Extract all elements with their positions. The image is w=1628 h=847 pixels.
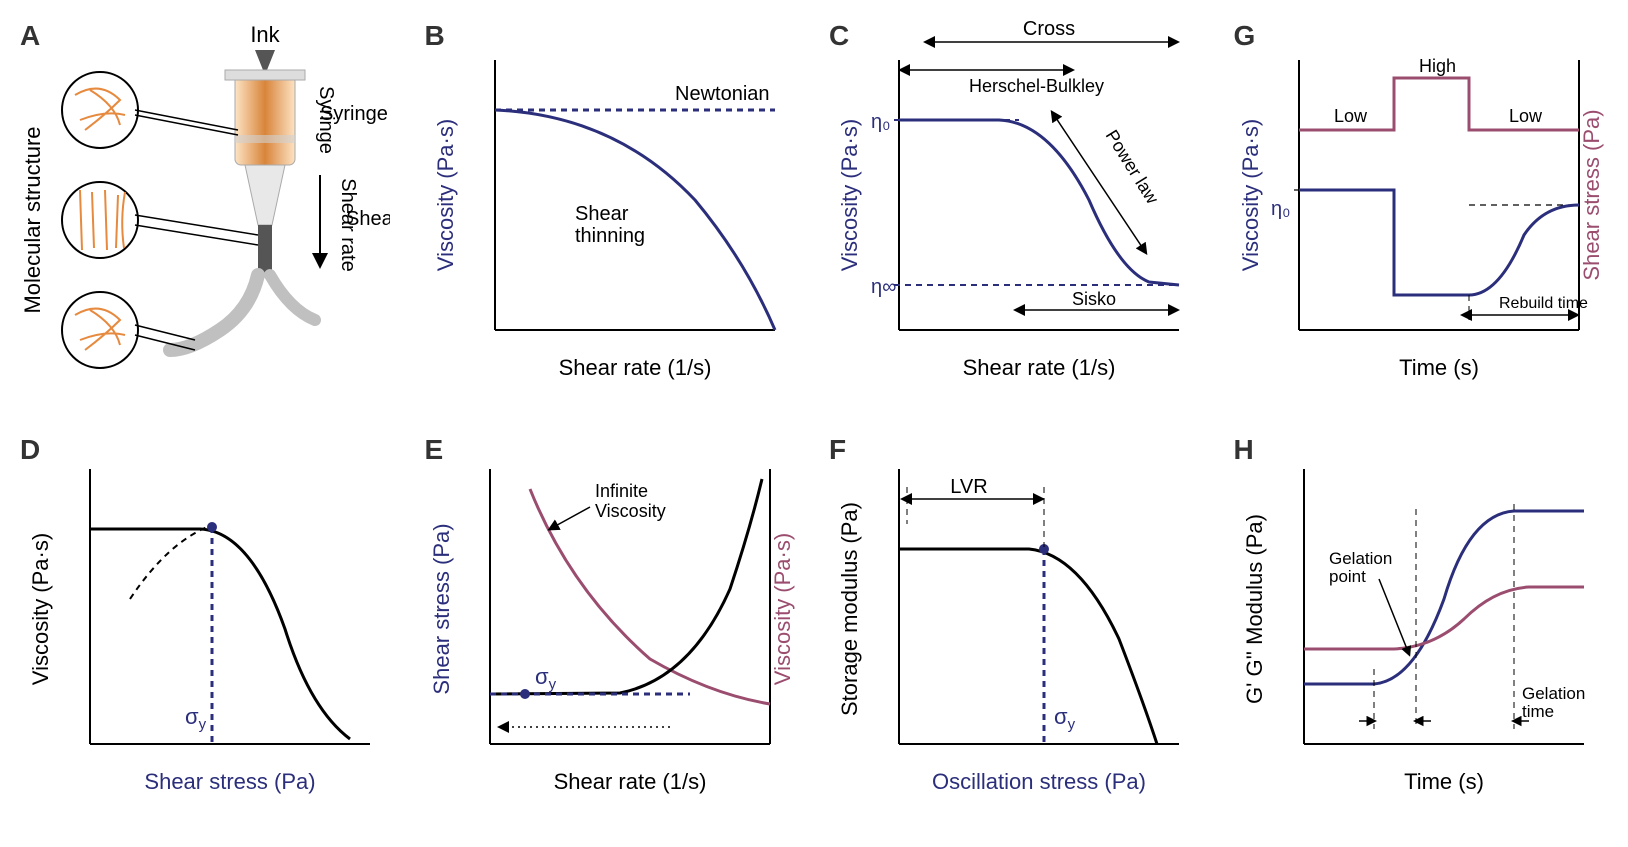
panel-d-svg: σy Viscosity (Pa·s) Shear stress (Pa) bbox=[20, 434, 390, 824]
panel-a-svg: Ink Shear rate Shear rate Syringe Syring… bbox=[20, 20, 390, 410]
ink-label: Ink bbox=[250, 22, 280, 47]
panel-c-xlabel: Shear rate (1/s) bbox=[963, 355, 1116, 380]
panel-label-f: F bbox=[829, 434, 846, 466]
inf-visc-label: InfiniteViscosity bbox=[595, 481, 666, 521]
sigma-f: σy bbox=[1054, 704, 1076, 733]
eta0-g: η₀ bbox=[1271, 198, 1290, 220]
geltime-label: Gelationtime bbox=[1522, 684, 1585, 721]
panel-e-ylabel-l: Shear stress (Pa) bbox=[429, 523, 454, 694]
lvr-label: LVR bbox=[950, 476, 987, 498]
panel-g-xlabel: Time (s) bbox=[1399, 355, 1479, 380]
cross-label: Cross bbox=[1023, 20, 1075, 40]
low-label-2: Low bbox=[1509, 106, 1543, 126]
panel-h-ylabel: G' G'' Modulus (Pa) bbox=[1242, 514, 1267, 704]
gelpoint-label: Gelationpoint bbox=[1329, 549, 1392, 586]
panel-f: F LVR σy Storage modulus (Pa) O bbox=[829, 434, 1204, 828]
figure-grid: A Ink bbox=[20, 20, 1608, 827]
panel-b-xlabel: Shear rate (1/s) bbox=[558, 355, 711, 380]
panel-g-ylabel-l: Viscosity (Pa·s) bbox=[1238, 119, 1263, 271]
panel-d-xlabel: Shear stress (Pa) bbox=[144, 769, 315, 794]
panel-a: A Ink bbox=[20, 20, 395, 414]
high-label: High bbox=[1419, 56, 1456, 76]
rebuild-label: Rebuild time bbox=[1499, 295, 1588, 312]
panel-e-xlabel: Shear rate (1/s) bbox=[553, 769, 706, 794]
panel-g-ylabel-r: Shear stress (Pa) bbox=[1579, 109, 1604, 280]
sigma-d: σy bbox=[185, 704, 207, 733]
panel-f-ylabel: Storage modulus (Pa) bbox=[837, 502, 862, 716]
panel-label-g: G bbox=[1234, 20, 1256, 52]
low-label-1: Low bbox=[1334, 106, 1368, 126]
molecular-structure-label: Molecular structure bbox=[20, 126, 45, 313]
shearthinning-label: Shearthinning bbox=[575, 203, 645, 247]
panel-c-svg: Cross Herschel-Bulkley η₀ η∞ Power law S… bbox=[829, 20, 1199, 410]
panel-f-xlabel: Oscillation stress (Pa) bbox=[932, 769, 1146, 794]
sisko-label: Sisko bbox=[1072, 289, 1116, 309]
etainf-label: η∞ bbox=[871, 276, 896, 298]
panel-label-a: A bbox=[20, 20, 40, 52]
panel-b: B Newtonian Shearthinning Viscosity (Pa·… bbox=[425, 20, 800, 414]
panel-e-ylabel-r: Viscosity (Pa·s) bbox=[770, 532, 795, 684]
panel-label-b: B bbox=[425, 20, 445, 52]
panel-c-ylabel: Viscosity (Pa·s) bbox=[837, 119, 862, 271]
panel-b-svg: Newtonian Shearthinning Viscosity (Pa·s)… bbox=[425, 20, 795, 410]
newtonian-label: Newtonian bbox=[675, 83, 770, 105]
panel-h-svg: Gelationpoint Gelationtime G' G'' Modulu… bbox=[1234, 434, 1604, 824]
panel-label-e: E bbox=[425, 434, 444, 466]
panel-e-svg: σy InfiniteViscosity Shear stress (Pa) V… bbox=[425, 434, 795, 824]
panel-label-h: H bbox=[1234, 434, 1254, 466]
panel-h: H Gelationp bbox=[1234, 434, 1609, 828]
panel-d-ylabel: Viscosity (Pa·s) bbox=[28, 532, 53, 684]
panel-label-c: C bbox=[829, 20, 849, 52]
panel-b-ylabel: Viscosity (Pa·s) bbox=[433, 119, 458, 271]
panel-g: G Low High Low η₀ bbox=[1234, 20, 1609, 414]
panel-e: E σy InfiniteViscosit bbox=[425, 434, 800, 828]
eta0-label: η₀ bbox=[871, 111, 890, 133]
hb-label: Herschel-Bulkley bbox=[969, 76, 1104, 96]
panel-d: D σy Viscosity (Pa·s) Shear stress (Pa) bbox=[20, 434, 395, 828]
panel-f-svg: LVR σy Storage modulus (Pa) Oscillation … bbox=[829, 434, 1199, 824]
sigma-e: σy bbox=[535, 664, 557, 693]
panel-c: C Cross Herschel-Bulkley bbox=[829, 20, 1204, 414]
syringe-label-rot: Syringe bbox=[315, 86, 337, 154]
panel-h-xlabel: Time (s) bbox=[1404, 769, 1484, 794]
powerlaw-label: Power law bbox=[1102, 126, 1163, 208]
panel-label-d: D bbox=[20, 434, 40, 466]
panel-g-svg: Low High Low η₀ Rebuild time Viscosity (… bbox=[1234, 20, 1604, 410]
shear-rate-label-rot: Shear rate bbox=[337, 178, 359, 271]
